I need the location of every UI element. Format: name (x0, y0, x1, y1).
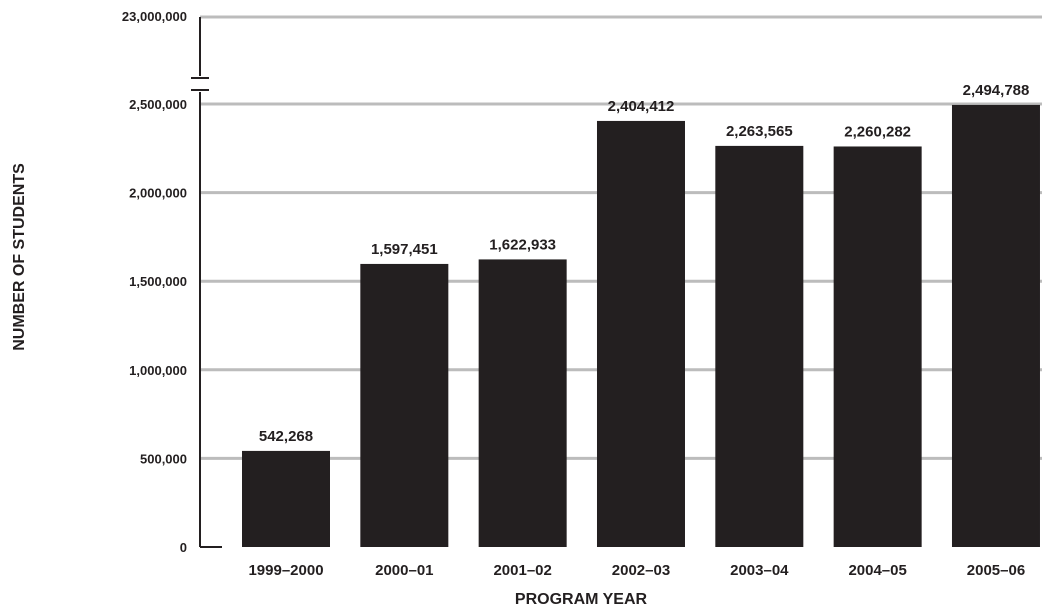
y-tick-label: 1,500,000 (129, 274, 187, 289)
x-axis-title: PROGRAM YEAR (515, 591, 648, 608)
bar (833, 146, 922, 547)
x-tick-label: 2000–01 (375, 562, 433, 579)
data-label: 2,494,788 (963, 82, 1030, 99)
bars (242, 104, 1040, 547)
x-tick-label: 1999–2000 (248, 562, 323, 579)
x-tick-label: 2003–04 (730, 562, 789, 579)
data-label: 2,260,282 (844, 123, 911, 140)
y-tick-label: 23,000,000 (122, 9, 187, 24)
data-label: 1,622,933 (489, 236, 556, 253)
y-axis (191, 17, 222, 548)
bar (242, 450, 330, 547)
data-label: 1,597,451 (371, 241, 438, 258)
y-tick-label: 2,500,000 (129, 97, 187, 112)
y-tick-label: 500,000 (140, 451, 187, 466)
y-tick-label: 2,000,000 (129, 186, 187, 201)
tick-labels: 0 500,000 1,000,000 1,500,000 2,000,000 2,500… (122, 9, 1025, 579)
data-label: 542,268 (259, 428, 313, 445)
x-tick-label: 2005–06 (967, 562, 1025, 579)
x-tick-label: 2001–02 (493, 562, 551, 579)
bar (596, 120, 685, 547)
y-tick-label: 0 (180, 540, 187, 555)
bar (478, 259, 567, 547)
data-labels: 542,268 1,597,451 1,622,933 2,404,412 2,263,… (259, 82, 1029, 445)
data-label: 2,404,412 (608, 98, 675, 115)
x-tick-label: 2004–05 (848, 562, 906, 579)
bar (360, 263, 449, 547)
y-axis-title: NUMBER OF STUDENTS (11, 163, 28, 351)
data-label: 2,263,565 (726, 123, 793, 140)
bar (715, 145, 804, 547)
bar (951, 104, 1040, 547)
x-tick-label: 2002–03 (612, 562, 670, 579)
y-tick-label: 1,000,000 (129, 363, 187, 378)
